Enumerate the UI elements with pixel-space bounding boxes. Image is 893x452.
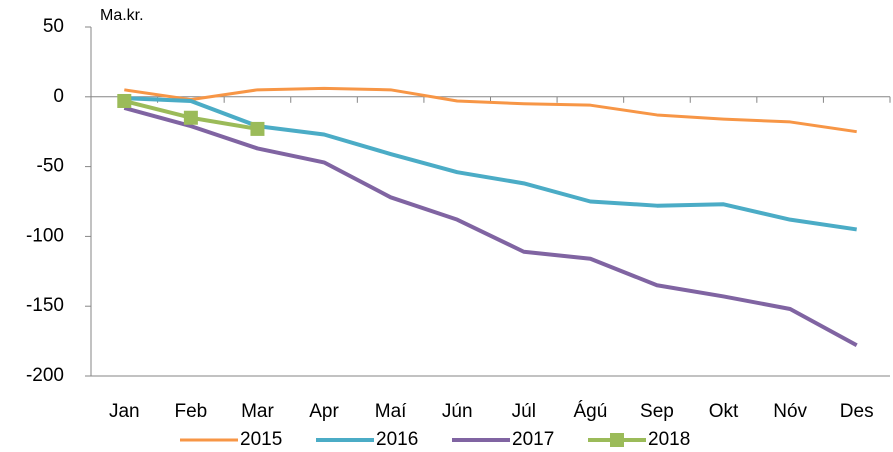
x-tick-label: Apr [309,401,339,422]
x-tick-label: Ágú [573,401,607,422]
x-tick-label: Mar [241,401,274,422]
y-tick-label: -150 [26,295,64,316]
legend-label: 2018 [648,429,690,450]
series-line [123,106,858,348]
y-tick-label: 0 [53,86,64,107]
marker [117,93,132,108]
legend-marker [610,433,624,447]
x-tick-label: Des [840,401,874,422]
marker [250,121,265,136]
legend-label: 2017 [512,429,554,450]
y-tick-label: -100 [26,225,64,246]
x-tick-label: Maí [375,401,407,422]
x-tick-label: Feb [175,401,208,422]
x-tick-label: Nóv [773,401,807,422]
legend-label: 2016 [376,429,418,450]
series-line [124,96,857,232]
y-tick-label: -50 [37,156,64,177]
unit-label: Ma.kr. [100,7,144,24]
x-tick-label: Okt [709,401,739,422]
x-tick-label: Jan [109,401,140,422]
x-tick-label: Jún [442,401,473,422]
y-tick-label: 50 [43,16,64,37]
y-tick-label: -200 [26,365,64,386]
marker [183,110,198,125]
x-tick-label: Sep [640,401,674,422]
legend-label: 2015 [240,429,282,450]
series-line [124,86,857,134]
x-tick-label: Júl [512,401,536,422]
